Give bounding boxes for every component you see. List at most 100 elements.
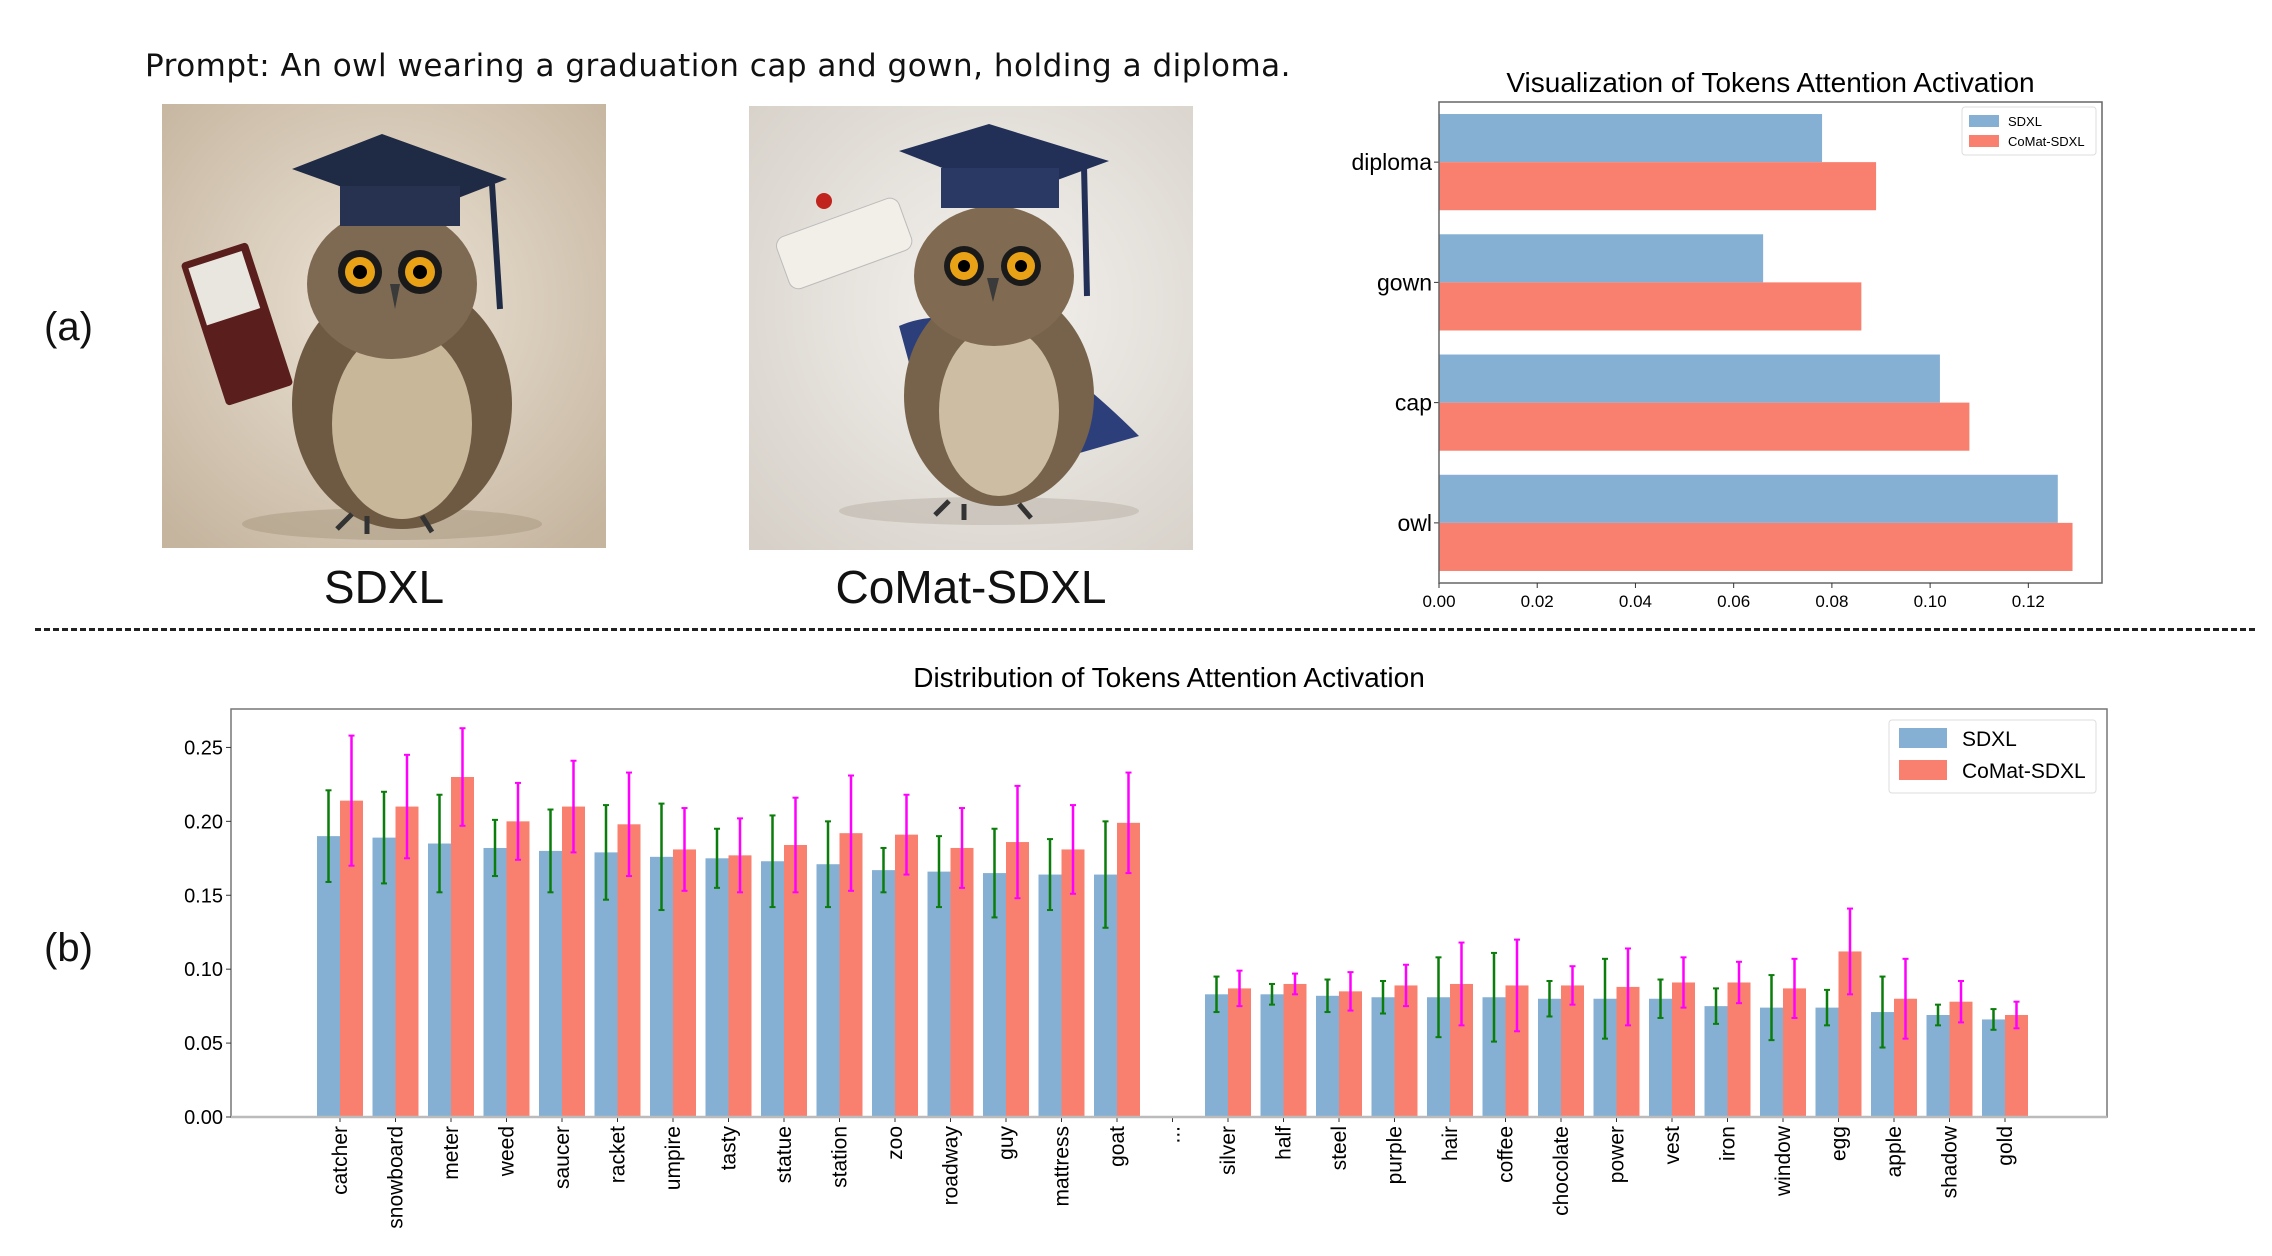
bar-apple-sdxl bbox=[1871, 1012, 1894, 1117]
error-bar-saucer-sdxl bbox=[547, 808, 554, 894]
x-tick-label: roadway bbox=[940, 1126, 963, 1206]
legend-swatch-comat-sdxl bbox=[1969, 135, 1999, 147]
error-bar-tasty-sdxl bbox=[714, 827, 720, 889]
bar-guy-comat-sdxl bbox=[1006, 842, 1029, 1117]
error-bar-umpire-comat-sdxl bbox=[681, 807, 688, 892]
error-bar-weed-comat-sdxl bbox=[515, 781, 521, 861]
x-tick-label: weed bbox=[496, 1126, 519, 1177]
bar-diploma-sdxl bbox=[1439, 114, 1823, 163]
bar-tasty-comat-sdxl bbox=[728, 855, 752, 1117]
error-bar-meter-sdxl bbox=[436, 793, 443, 894]
error-bar-goat-sdxl bbox=[1102, 820, 1109, 929]
legend: SDXL CoMat-SDXL bbox=[1961, 106, 2097, 156]
x-tick-label: 0.08 bbox=[1815, 592, 1848, 611]
bar-vest-sdxl bbox=[1649, 998, 1672, 1117]
bar-snowboard-comat-sdxl bbox=[395, 806, 419, 1117]
bar-roadway-sdxl bbox=[927, 871, 951, 1117]
bar-diploma-comat-sdxl bbox=[1439, 162, 1877, 211]
x-tick-label: apple bbox=[1883, 1126, 1906, 1177]
error-bar-zoo-sdxl bbox=[880, 846, 887, 894]
prompt-text: Prompt: An owl wearing a graduation cap … bbox=[145, 48, 1292, 84]
y-tick-label: 0.00 bbox=[184, 1107, 223, 1129]
error-bar-tasty-comat-sdxl bbox=[737, 817, 743, 894]
bar-silver-comat-sdxl bbox=[1228, 988, 1251, 1117]
bar-half-sdxl bbox=[1260, 994, 1284, 1117]
error-bar-power-comat-sdxl bbox=[1625, 947, 1631, 1027]
y-tick-label: 0.10 bbox=[184, 959, 223, 981]
legend-label: SDXL bbox=[1962, 728, 2017, 751]
error-bar-iron-sdxl bbox=[1713, 987, 1719, 1025]
y-tick-label: diploma bbox=[1351, 149, 1432, 175]
bar-catcher-comat-sdxl bbox=[340, 800, 363, 1117]
y-tick-label: owl bbox=[1397, 510, 1432, 536]
bar-silver-sdxl bbox=[1205, 994, 1228, 1117]
x-tick-label: 0.12 bbox=[2012, 592, 2045, 611]
error-bar-purple-sdxl bbox=[1380, 980, 1386, 1015]
error-bar-racket-comat-sdxl bbox=[626, 771, 632, 878]
error-bar-mattress-sdxl bbox=[1047, 838, 1053, 912]
legend: SDXL CoMat-SDXL bbox=[1888, 719, 2097, 794]
bar-purple-sdxl bbox=[1371, 997, 1395, 1117]
legend-swatch-comat-sdxl bbox=[1899, 760, 1947, 780]
y-tick-label: 0.20 bbox=[184, 811, 223, 833]
bar-racket-comat-sdxl bbox=[617, 824, 641, 1117]
y-tick-label: cap bbox=[1395, 390, 1432, 416]
bar-shadow-comat-sdxl bbox=[1949, 1001, 1973, 1117]
x-tick-label: snowboard bbox=[385, 1126, 408, 1229]
error-bar-meter-comat-sdxl bbox=[459, 727, 466, 827]
x-tick-label: half bbox=[1273, 1126, 1296, 1160]
error-bar-window-sdxl bbox=[1768, 974, 1775, 1042]
x-tick-label: saucer bbox=[551, 1126, 574, 1189]
error-bar-snowboard-sdxl bbox=[381, 790, 387, 885]
error-bar-steel-sdxl bbox=[1324, 978, 1331, 1014]
x-tick-label: catcher bbox=[329, 1126, 352, 1195]
error-bar-catcher-sdxl bbox=[325, 789, 332, 883]
error-bar-apple-comat-sdxl bbox=[1902, 957, 1909, 1040]
error-bar-silver-comat-sdxl bbox=[1236, 969, 1243, 1008]
error-bar-roadway-comat-sdxl bbox=[959, 807, 965, 889]
error-bar-mattress-comat-sdxl bbox=[1070, 804, 1076, 895]
bar-racket-sdxl bbox=[594, 852, 618, 1117]
bar-guy-sdxl bbox=[983, 873, 1006, 1117]
x-tick-label: steel bbox=[1328, 1126, 1351, 1170]
comat-sdxl-caption: CoMat-SDXL bbox=[835, 561, 1107, 613]
legend-label: CoMat-SDXL bbox=[2008, 134, 2085, 149]
bar-station-comat-sdxl bbox=[839, 833, 863, 1117]
legend-swatch-sdxl bbox=[1969, 115, 1999, 127]
x-tick-label: power bbox=[1606, 1126, 1629, 1183]
y-tick-label: 0.25 bbox=[184, 737, 223, 759]
x-tick-label: vest bbox=[1661, 1126, 1684, 1165]
bar-cap-comat-sdxl bbox=[1439, 402, 1970, 451]
bar-weed-sdxl bbox=[483, 847, 507, 1117]
x-tick-label: station bbox=[829, 1126, 852, 1188]
error-bar-saucer-comat-sdxl bbox=[570, 759, 577, 854]
legend-swatch-sdxl bbox=[1899, 728, 1947, 748]
bar-station-sdxl bbox=[816, 864, 840, 1117]
error-bar-vest-sdxl bbox=[1657, 978, 1664, 1019]
bar-hair-sdxl bbox=[1427, 997, 1450, 1117]
error-bar-guy-comat-sdxl bbox=[1014, 784, 1021, 900]
error-bar-shadow-comat-sdxl bbox=[1958, 980, 1964, 1024]
section-divider bbox=[35, 628, 2255, 631]
x-tick-label: window bbox=[1772, 1125, 1795, 1197]
bar-umpire-comat-sdxl bbox=[673, 849, 696, 1117]
bar-saucer-comat-sdxl bbox=[562, 806, 585, 1117]
chart-title: Distribution of Tokens Attention Activat… bbox=[913, 662, 1425, 693]
bar-purple-comat-sdxl bbox=[1394, 985, 1418, 1117]
bar-gown-sdxl bbox=[1439, 234, 1764, 283]
bar-vest-comat-sdxl bbox=[1672, 982, 1695, 1117]
bar-gold-sdxl bbox=[1982, 1019, 2005, 1117]
bar-coffee-sdxl bbox=[1482, 997, 1506, 1117]
y-tick-label: 0.15 bbox=[184, 885, 223, 907]
bar-weed-comat-sdxl bbox=[506, 821, 530, 1117]
sdxl-owl-image bbox=[162, 104, 606, 548]
comat-sdxl-owl-image bbox=[749, 106, 1193, 550]
error-bar-goat-comat-sdxl bbox=[1125, 771, 1132, 875]
error-bar-hair-sdxl bbox=[1435, 956, 1442, 1039]
y-tick-label: 0.05 bbox=[184, 1033, 223, 1055]
error-bar-umpire-sdxl bbox=[658, 802, 665, 912]
x-tick-label: hair bbox=[1439, 1126, 1462, 1161]
error-bar-silver-sdxl bbox=[1213, 975, 1220, 1014]
bar-gold-comat-sdxl bbox=[2005, 1015, 2028, 1117]
bar-egg-comat-sdxl bbox=[1838, 951, 1862, 1117]
